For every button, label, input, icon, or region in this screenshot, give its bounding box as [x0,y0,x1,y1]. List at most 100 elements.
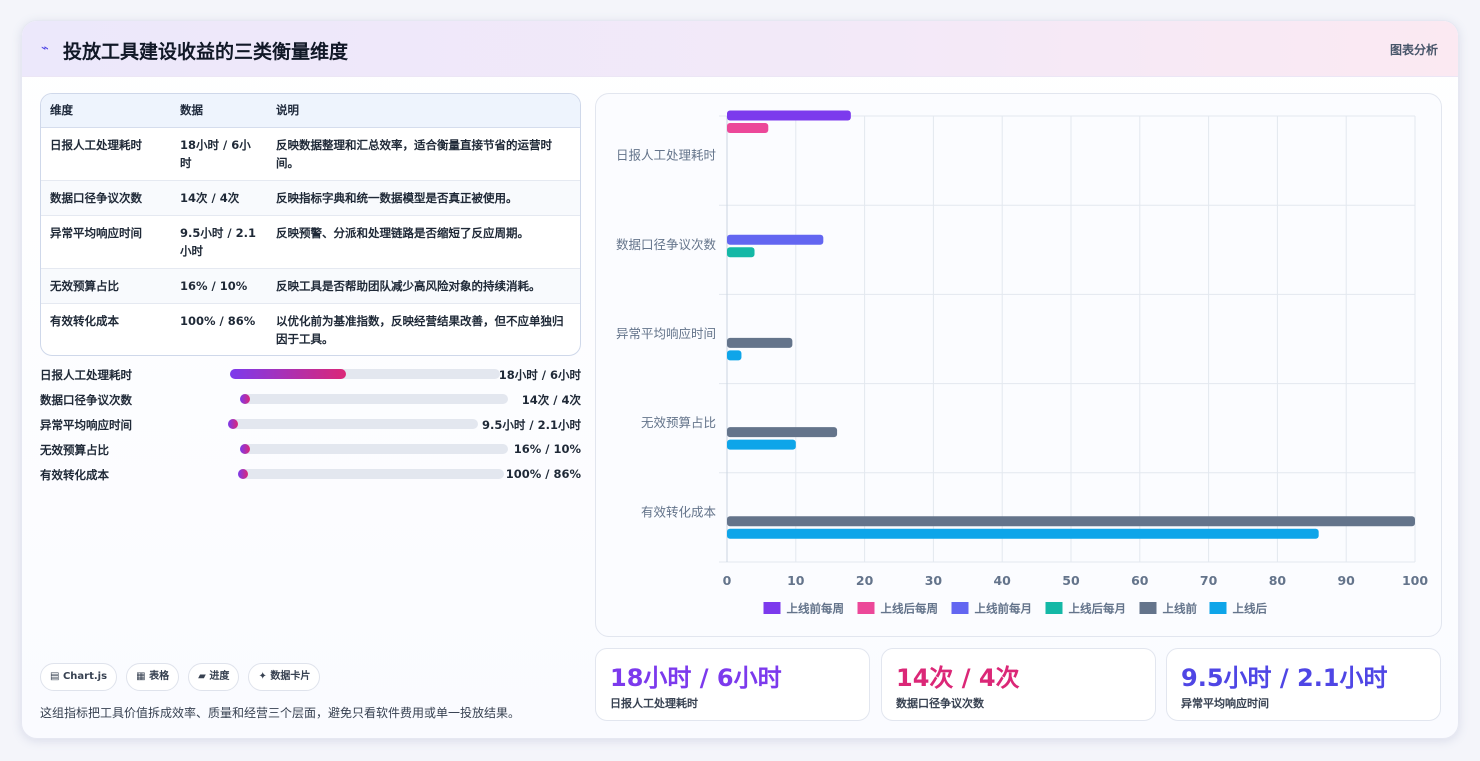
progress-row: 数据口径争议次数 14次 / 4次 [40,389,581,414]
y-tick-label: 数据口径争议次数 [616,237,717,252]
progress-fill [240,394,250,404]
table-cell: 9.5小时 / 2.1小时 [171,215,267,269]
table-cell: 100% / 86% [180,313,256,328]
progress-value: 16% / 10% [513,442,581,456]
table-row: 异常平均响应时间 9.5小时 / 2.1小时 反映预警、分派和处理链路是否缩短了… [41,215,580,269]
table-header-row: 维度 数据 说明 [41,94,580,128]
table-cell: 反映指标字典和统一数据模型是否真正被使用。 [267,180,580,216]
chip-progress: ▰ 进度 [188,663,240,691]
stat-label: 日报人工处理耗时 [610,697,698,710]
legend-swatch [857,602,875,614]
table-cell: 18小时 / 6小时 [171,127,267,181]
x-tick-label: 40 [993,573,1011,588]
x-tick-label: 70 [1200,573,1218,588]
table-cell: 反映数据整理和汇总效率，适合衡量直接节省的运营时间。 [267,127,580,181]
progress-icon: ▰ [198,671,206,682]
stat-value: 18小时 / 6小时 [610,664,782,692]
bar-上线前每月 [727,234,824,245]
legend-label: 上线后每周 [881,602,939,616]
progress-label: 无效预算占比 [40,443,109,457]
page-title: 投放工具建设收益的三类衡量维度 [63,41,349,63]
legend-swatch [1139,602,1157,614]
progress-label: 日报人工处理耗时 [40,368,132,382]
table-cell: 16% / 10% [171,268,267,304]
legend-label: 上线后 [1233,602,1268,616]
progress-track [240,444,508,454]
chip-chartjs: ▤ Chart.js [40,663,118,691]
tech-chips: ▤ Chart.js ▦ 表格 ▰ 进度 ✦ 数据卡片 [40,663,324,691]
stat-card: 18小时 / 6小时 日报人工处理耗时 [595,648,870,721]
bar-上线后每周 [727,123,769,134]
x-tick-label: 90 [1337,573,1355,588]
column-header: 说明 [267,94,580,128]
x-tick-label: 80 [1269,573,1287,588]
bar-上线后每月 [727,247,755,258]
stat-card: 9.5小时 / 2.1小时 异常平均响应时间 [1166,648,1441,721]
chip-label: 数据卡片 [270,671,311,682]
progress-track [230,369,500,379]
chip-label: 进度 [209,671,230,682]
progress-value: 9.5小时 / 2.1小时 [482,418,581,432]
progress-row: 异常平均响应时间 9.5小时 / 2.1小时 [40,414,581,439]
table-cell: 反映预警、分派和处理链路是否缩短了反应周期。 [267,215,580,269]
footnote: 这组指标把工具价值拆成效率、质量和经营三个层面，避免只看软件费用或单一投放结果。 [40,706,521,720]
column-header: 数据 [171,94,267,128]
table-cell: 无效预算占比 [41,268,171,304]
chip-label: Chart.js [62,671,108,682]
progress-label: 异常平均响应时间 [40,418,132,432]
progress-fill [228,419,238,429]
progress-value: 18小时 / 6小时 [498,368,581,382]
table-cell: 以优化前为基准指数，反映经营结果改善，但不应单独归因于工具。 [276,313,564,346]
sparkline-icon: ⌁ [41,41,49,56]
legend-swatch [1045,602,1063,614]
bar-上线后 [727,439,796,450]
header-tag: 图表分析 [1389,43,1438,57]
table-cell: 数据口径争议次数 [41,180,171,216]
progress-track [238,469,504,479]
card-header: ⌁ 投放工具建设收益的三类衡量维度 图表分析 [22,21,1458,77]
x-tick-label: 50 [1062,573,1080,588]
table-cell: 有效转化成本 [50,313,119,328]
table-cell: 日报人工处理耗时 [41,127,171,181]
table-row: 日报人工处理耗时 18小时 / 6小时 反映数据整理和汇总效率，适合衡量直接节省… [41,127,580,181]
legend-swatch [763,602,781,614]
dashboard-card: ⌁ 投放工具建设收益的三类衡量维度 图表分析 维度 数据 说明 日报人工处理耗时… [21,20,1459,739]
y-tick-label: 异常平均响应时间 [616,326,716,341]
progress-fill [230,369,347,379]
legend-label: 上线前 [1163,602,1198,616]
column-header: 维度 [41,94,171,128]
table-row: 有效转化成本 100% / 86% 以优化前为基准指数，反映经营结果改善，但不应… [41,303,580,355]
stat-card: 14次 / 4次 数据口径争议次数 [881,648,1156,721]
table-icon: ▦ [136,671,146,682]
progress-fill [238,469,248,479]
progress-list: 日报人工处理耗时 18小时 / 6小时 数据口径争议次数 14次 / 4次 异常平均响应… [40,364,581,489]
progress-label: 有效转化成本 [40,468,109,482]
stat-label: 异常平均响应时间 [1181,697,1269,710]
legend-label: 上线前每月 [975,602,1033,616]
progress-label: 数据口径争议次数 [40,393,132,407]
metrics-table: 维度 数据 说明 日报人工处理耗时 18小时 / 6小时 反映数据整理和汇总效率… [40,93,581,356]
legend-swatch [1209,602,1227,614]
stat-value: 9.5小时 / 2.1小时 [1181,664,1388,692]
x-tick-label: 0 [723,573,732,588]
x-tick-label: 30 [925,573,943,588]
progress-row: 无效预算占比 16% / 10% [40,439,581,464]
progress-track [228,419,478,429]
table-cell: 反映工具是否帮助团队减少高风险对象的持续消耗。 [267,268,580,304]
bar-上线后 [727,350,742,361]
table-cell: 异常平均响应时间 [41,215,171,269]
stat-value: 14次 / 4次 [896,664,1020,692]
progress-value: 100% / 86% [505,467,581,481]
bar-上线前 [727,516,1415,527]
chart-panel: 日报人工处理耗时 数据口径争议次数 异常平均响应时间 无效预算占比 有效转化成本 0 10 2… [595,93,1442,637]
stat-label: 数据口径争议次数 [896,697,984,710]
table-row: 数据口径争议次数 14次 / 4次 反映指标字典和统一数据模型是否真正被使用。 [41,180,580,216]
progress-track [240,394,508,404]
progress-row: 有效转化成本 100% / 86% [40,464,581,489]
table-row: 无效预算占比 16% / 10% 反映工具是否帮助团队减少高风险对象的持续消耗。 [41,268,580,304]
chart-icon: ▤ [50,671,60,682]
x-tick-label: 10 [787,573,805,588]
chip-table: ▦ 表格 [126,663,180,691]
y-tick-label: 无效预算占比 [641,415,716,430]
chip-label: 表格 [149,671,170,682]
